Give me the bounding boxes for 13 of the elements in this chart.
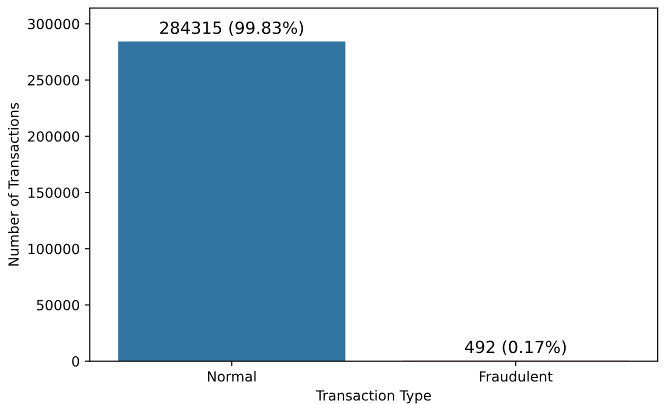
y-tick-label: 300000	[28, 18, 80, 30]
y-tick-label: 50000	[36, 300, 80, 310]
x-axis-title: Transaction Type	[316, 390, 431, 404]
y-tick-label: 0	[72, 356, 80, 367]
y-axis-title: Number of Transactions	[8, 102, 19, 266]
data-label: 492 (0.17%)	[464, 340, 566, 356]
y-tick-label: 250000	[28, 75, 80, 86]
y-tick-label: 100000	[28, 244, 80, 254]
y-tick-label: 150000	[28, 187, 80, 198]
data-label: 284315 (99.83%)	[160, 21, 304, 36]
x-tick-label: Normal	[208, 370, 256, 382]
x-tick-label: Fraudulent	[480, 370, 553, 382]
y-tick-label: 200000	[28, 131, 80, 142]
